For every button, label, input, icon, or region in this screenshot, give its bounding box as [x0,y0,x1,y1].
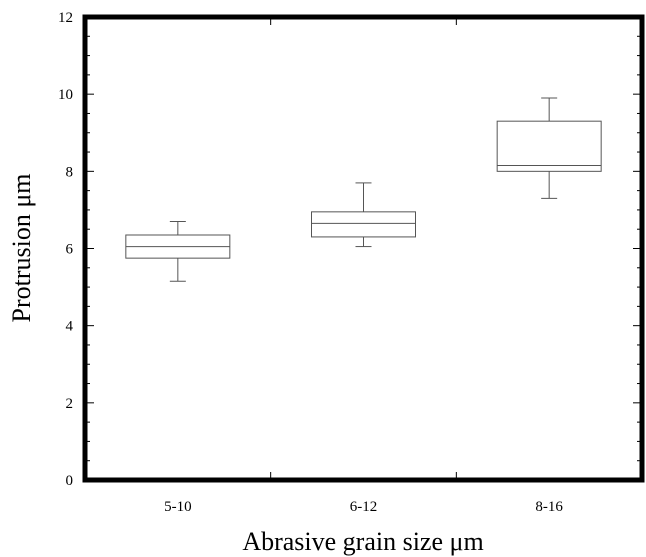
y-tick-label: 10 [58,87,73,103]
box-6-12 [311,182,416,248]
y-tick-label: 12 [58,10,73,26]
x-axis-title: Abrasive grain size μm [242,527,483,556]
iqr-box [311,211,416,238]
y-tick-label: 2 [66,396,74,412]
box-8-16 [496,97,602,199]
x-tick-labels: 5-10 6-12 8-16 [164,499,563,515]
box-5-10 [125,220,231,282]
boxes-layer [125,97,602,282]
y-tick-label: 4 [66,319,74,335]
y-tick-labels: 0 2 4 6 8 10 12 [58,10,74,489]
y-tick-label: 6 [66,242,74,258]
plot-frame [82,14,645,483]
y-axis-title: Protrusion μm [7,173,36,322]
x-tick-label: 6-12 [350,499,378,515]
y-tick-label: 8 [66,164,74,180]
iqr-box [496,120,602,172]
x-tick-label: 5-10 [164,499,192,515]
x-tick-label: 8-16 [535,499,563,515]
y-tick-label: 0 [66,473,74,489]
